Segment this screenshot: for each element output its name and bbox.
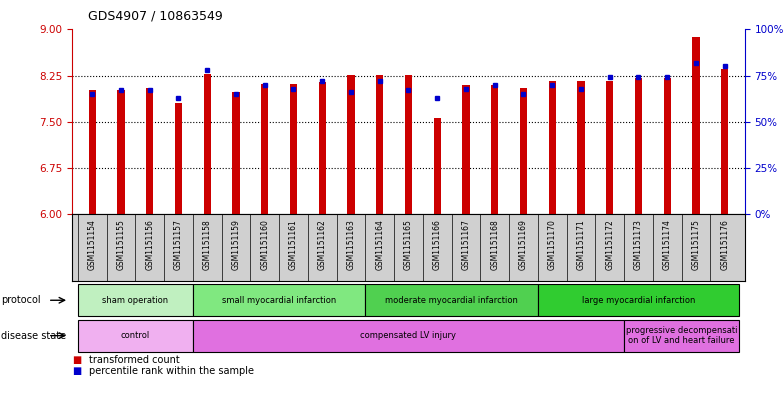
Text: ■: ■ [72,366,82,376]
Text: ■: ■ [72,354,82,365]
Bar [261,84,268,214]
Text: percentile rank within the sample: percentile rank within the sample [89,366,254,376]
Bar [193,320,624,352]
Text: GSM1151171: GSM1151171 [576,220,586,270]
Bar [290,84,297,214]
Text: GSM1151165: GSM1151165 [404,220,413,270]
Bar [635,78,642,214]
Bar [175,103,182,214]
Text: small myocardial infarction: small myocardial infarction [222,296,336,305]
Text: GSM1151159: GSM1151159 [231,220,241,270]
Bar [520,88,527,214]
Text: GSM1151164: GSM1151164 [376,220,384,270]
Text: GSM1151161: GSM1151161 [289,220,298,270]
Bar [463,85,470,214]
Text: GSM1151154: GSM1151154 [88,220,96,270]
Bar [491,85,499,214]
Text: sham operation: sham operation [102,296,169,305]
Text: compensated LV injury: compensated LV injury [361,331,456,340]
Text: GSM1151163: GSM1151163 [347,220,355,270]
Text: GSM1151174: GSM1151174 [662,220,672,270]
Bar [232,92,240,214]
Bar [663,78,671,214]
Text: protocol: protocol [1,295,41,305]
Text: GDS4907 / 10863549: GDS4907 / 10863549 [88,10,223,23]
Text: GSM1151175: GSM1151175 [691,220,700,270]
Bar [118,90,125,214]
Bar [624,320,739,352]
Bar [193,284,365,316]
Text: progressive decompensati
on of LV and heart failure: progressive decompensati on of LV and he… [626,326,737,345]
Bar [692,37,699,214]
Text: GSM1151158: GSM1151158 [203,220,212,270]
Bar [146,88,154,214]
Text: GSM1151172: GSM1151172 [605,220,614,270]
Bar [434,118,441,214]
Text: disease state: disease state [1,331,66,341]
Bar [405,75,412,214]
Bar [538,284,739,316]
Text: GSM1151173: GSM1151173 [634,220,643,270]
Bar [577,81,585,214]
Text: moderate myocardial infarction: moderate myocardial infarction [385,296,518,305]
Bar [376,75,383,214]
Bar [204,74,211,214]
Bar [365,284,538,316]
Text: large myocardial infarction: large myocardial infarction [582,296,695,305]
Text: GSM1151176: GSM1151176 [720,220,729,270]
Text: GSM1151166: GSM1151166 [433,220,441,270]
Text: GSM1151162: GSM1151162 [318,220,327,270]
Bar [549,81,556,214]
Bar [721,70,728,214]
Text: GSM1151169: GSM1151169 [519,220,528,270]
Text: GSM1151160: GSM1151160 [260,220,269,270]
Bar [78,320,193,352]
Text: GSM1151170: GSM1151170 [548,220,557,270]
Text: GSM1151168: GSM1151168 [490,220,499,270]
Text: GSM1151157: GSM1151157 [174,220,183,270]
Bar [78,284,193,316]
Text: GSM1151155: GSM1151155 [117,220,125,270]
Bar [318,82,326,214]
Bar [89,90,96,214]
Bar [347,75,354,214]
Text: control: control [121,331,150,340]
Text: GSM1151167: GSM1151167 [462,220,470,270]
Bar [606,81,613,214]
Text: transformed count: transformed count [89,354,180,365]
Text: GSM1151156: GSM1151156 [145,220,154,270]
